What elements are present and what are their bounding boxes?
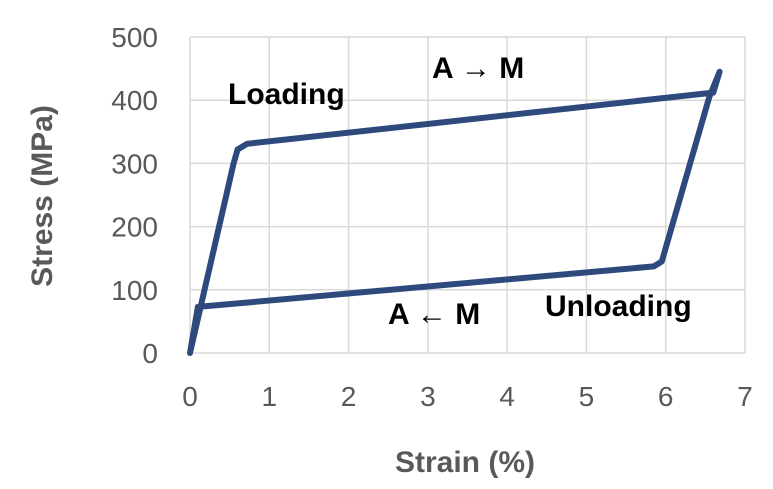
x-tick-label: 2 (341, 381, 357, 412)
forward-transformation-label: A → M (432, 52, 524, 85)
y-tick-label: 100 (111, 275, 158, 306)
x-tick-label: 6 (658, 381, 674, 412)
x-tick-label: 5 (579, 381, 595, 412)
y-tick-label: 400 (111, 85, 158, 116)
loading-label: Loading (228, 78, 345, 111)
y-tick-label: 0 (142, 338, 158, 369)
x-tick-label: 1 (261, 381, 277, 412)
x-tick-label: 3 (420, 381, 436, 412)
reverse-transformation-label: A ← M (388, 298, 480, 331)
x-tick-label: 7 (737, 381, 753, 412)
hysteresis-curve (187, 68, 723, 356)
x-tick-label: 4 (499, 381, 515, 412)
y-tick-label: 200 (111, 212, 158, 243)
tick-labels: 0 1 2 3 4 5 6 7 0 100 200 300 400 500 (111, 22, 753, 412)
curve-layer (187, 68, 723, 356)
x-axis-title: Strain (%) (395, 446, 535, 479)
y-tick-label: 300 (111, 148, 158, 179)
unloading-label: Unloading (545, 290, 692, 323)
x-tick-label: 0 (182, 381, 198, 412)
y-tick-label: 500 (111, 22, 158, 53)
y-axis-title: Stress (MPa) (26, 105, 59, 287)
